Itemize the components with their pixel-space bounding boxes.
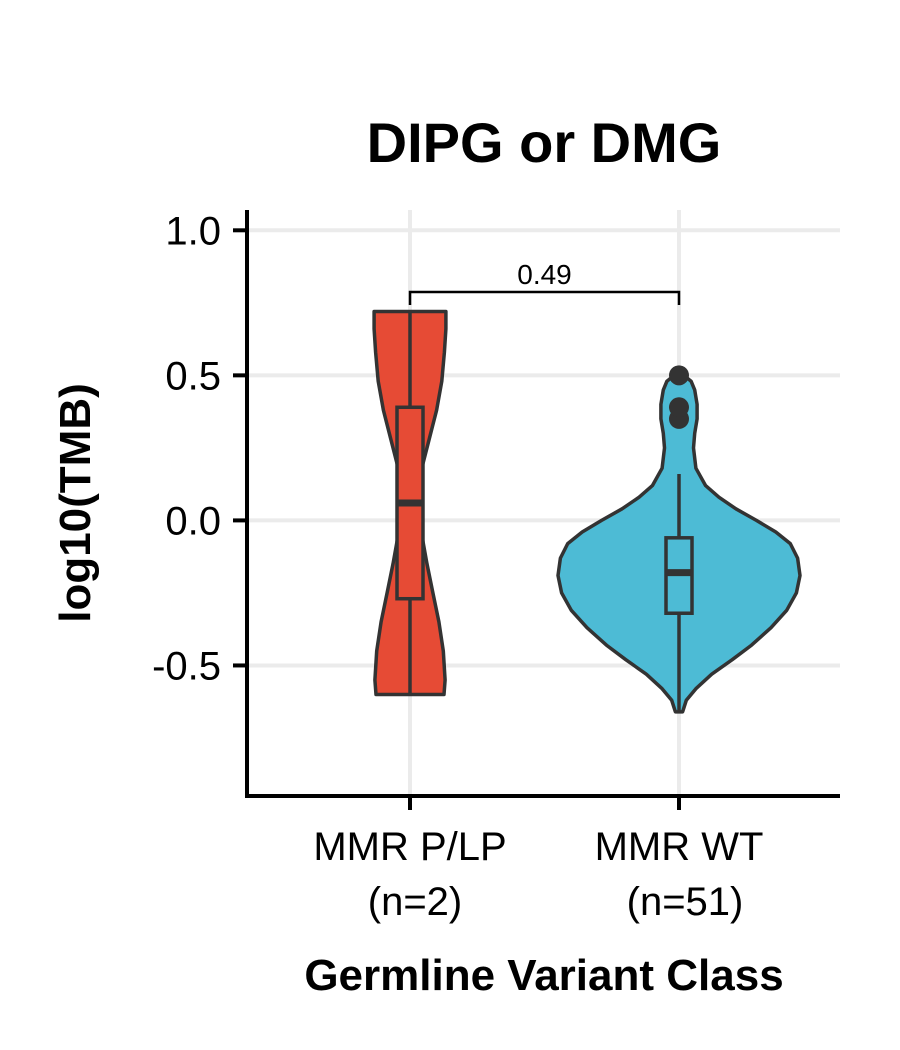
x-tick-label-count: (n=2) — [368, 880, 463, 924]
outlier-point — [669, 365, 689, 386]
significance-bracket — [408, 290, 681, 305]
label-layer: MMR P/LP (n=2) MMR WT (n=51) 0.49 1.0 0.5 0.0 -0… — [152, 209, 763, 924]
outlier-point — [669, 397, 689, 418]
y-tick-label: -0.5 — [152, 644, 221, 688]
grid-layer — [247, 210, 840, 796]
y-tick-label: 0.5 — [165, 354, 221, 398]
p-value-label: 0.49 — [517, 259, 572, 290]
x-tick-label: MMR P/LP — [313, 825, 506, 869]
violin-layer — [372, 309, 802, 714]
axis-layer — [233, 210, 840, 810]
x-tick-label-count: (n=51) — [627, 880, 744, 924]
x-tick-label: MMR WT — [595, 825, 764, 869]
y-axis-title: log10(TMB) — [51, 383, 100, 623]
box-layer — [395, 311, 694, 712]
chart-title: DIPG or DMG — [367, 111, 722, 174]
y-tick-label: 1.0 — [165, 209, 221, 253]
x-axis-title: Germline Variant Class — [304, 951, 783, 1000]
outlier-layer — [669, 365, 689, 429]
y-tick-label: 0.0 — [165, 499, 221, 543]
